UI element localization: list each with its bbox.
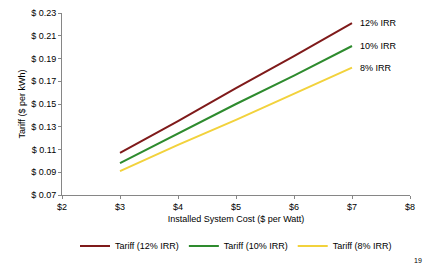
svg-text:Tariff (8% IRR): Tariff (8% IRR) (333, 241, 392, 251)
svg-text:$3: $3 (115, 202, 125, 212)
svg-text:$ 0.23: $ 0.23 (31, 8, 56, 18)
svg-text:$6: $6 (289, 202, 299, 212)
svg-text:Tariff ($ per kWh): Tariff ($ per kWh) (17, 70, 27, 139)
svg-text:$ 0.21: $ 0.21 (31, 31, 56, 41)
svg-text:$ 0.09: $ 0.09 (31, 167, 56, 177)
svg-text:12% IRR: 12% IRR (360, 18, 397, 28)
svg-text:8% IRR: 8% IRR (360, 63, 392, 73)
svg-text:$ 0.17: $ 0.17 (31, 76, 56, 86)
svg-text:$2: $2 (57, 202, 67, 212)
svg-text:$5: $5 (231, 202, 241, 212)
svg-text:$ 0.19: $ 0.19 (31, 54, 56, 64)
svg-text:$7: $7 (347, 202, 357, 212)
svg-text:$4: $4 (173, 202, 183, 212)
svg-text:Tariff (10% IRR): Tariff (10% IRR) (224, 241, 288, 251)
svg-text:$ 0.11: $ 0.11 (32, 145, 56, 155)
svg-text:Installed System Cost ($ per W: Installed System Cost ($ per Watt) (168, 214, 305, 224)
svg-text:Tariff (12% IRR): Tariff (12% IRR) (115, 241, 179, 251)
svg-text:$ 0.15: $ 0.15 (31, 99, 56, 109)
svg-text:$ 0.07: $ 0.07 (31, 190, 56, 200)
svg-text:$8: $8 (405, 202, 415, 212)
svg-text:19: 19 (414, 257, 422, 264)
svg-text:10% IRR: 10% IRR (360, 41, 397, 51)
svg-text:$ 0.13: $ 0.13 (31, 122, 56, 132)
